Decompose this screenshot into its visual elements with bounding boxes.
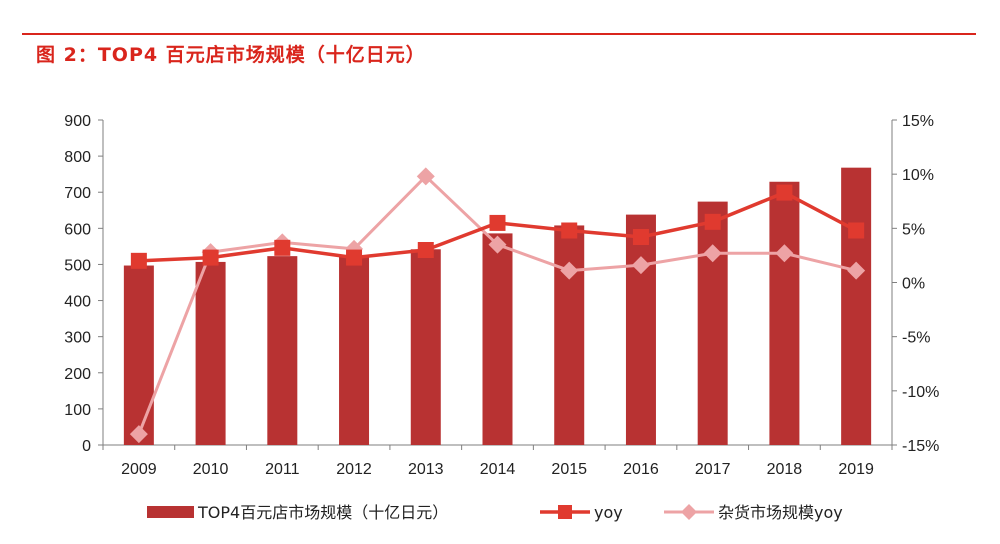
- legend: TOP4百元店市场规模（十亿日元） yoy 杂货市场规模yoy: [147, 503, 843, 522]
- x-tick-label: 2009: [121, 461, 157, 478]
- legend-label-general-goods: 杂货市场规模yoy: [718, 503, 843, 522]
- general-goods-yoy-point: [560, 261, 579, 280]
- x-tick-label: 2013: [408, 461, 444, 478]
- left-tick-label: 800: [64, 149, 91, 166]
- legend-swatch-general-goods-marker: [681, 504, 697, 520]
- bar: [339, 255, 370, 445]
- yoy-point: [776, 184, 793, 201]
- x-tick-label: 2011: [265, 461, 300, 478]
- x-tick-label: 2016: [623, 461, 659, 478]
- legend-swatch-yoy-marker: [558, 505, 572, 519]
- left-tick-label: 600: [64, 221, 91, 238]
- yoy-point: [561, 222, 578, 239]
- bar-series: [123, 167, 872, 445]
- yoy-point: [632, 229, 649, 245]
- x-tick-label: 2018: [767, 461, 803, 478]
- line-series: [129, 167, 866, 444]
- left-tick-label: 700: [64, 185, 91, 202]
- x-tick-label: 2019: [838, 461, 874, 478]
- left-tick-label: 500: [64, 257, 91, 274]
- yoy-point: [848, 222, 865, 239]
- left-tick-label: 100: [64, 402, 91, 419]
- axes: 0 100 200 300 400 500 600 700 800 900 -15% -10% -5% 0…: [64, 113, 939, 478]
- bar: [410, 249, 441, 445]
- right-tick-label: 0%: [902, 276, 925, 293]
- bar: [769, 181, 800, 445]
- bar: [554, 225, 585, 445]
- bar: [482, 233, 513, 445]
- general-goods-yoy-point: [703, 244, 722, 263]
- general-goods-yoy-point: [631, 256, 650, 275]
- general-goods-yoy-point: [129, 425, 148, 444]
- general-goods-yoy-point: [775, 244, 794, 263]
- x-tick-label: 2017: [695, 461, 731, 478]
- general-goods-yoy-point: [847, 261, 866, 280]
- yoy-point: [704, 213, 721, 230]
- yoy-point: [417, 242, 434, 258]
- legend-label-yoy: yoy: [594, 503, 623, 522]
- yoy-point: [202, 249, 219, 266]
- right-tick-label: -5%: [902, 330, 930, 347]
- bar: [697, 201, 728, 445]
- left-tick-label: 900: [64, 113, 91, 130]
- legend-label-bar: TOP4百元店市场规模（十亿日元）: [197, 503, 448, 522]
- bar: [195, 261, 226, 445]
- bar: [267, 256, 298, 445]
- general-goods-yoy-point: [488, 235, 507, 254]
- chart-title: 图 2：TOP4 百元店市场规模（十亿日元）: [36, 44, 426, 66]
- left-tick-label: 0: [82, 438, 91, 455]
- right-tick-label: 5%: [902, 221, 925, 238]
- x-tick-label: 2012: [336, 461, 372, 478]
- bar: [123, 265, 154, 445]
- yoy-point: [130, 252, 147, 269]
- x-tick-label: 2010: [193, 461, 229, 478]
- yoy-point: [274, 239, 291, 256]
- right-tick-label: 15%: [902, 113, 934, 130]
- right-tick-label: -10%: [902, 384, 939, 401]
- right-tick-label: -15%: [902, 438, 939, 455]
- x-tick-label: 2014: [480, 461, 516, 478]
- right-tick-label: 10%: [902, 167, 934, 184]
- bar: [841, 167, 872, 445]
- x-tick-label: 2015: [551, 461, 587, 478]
- left-tick-label: 400: [64, 294, 91, 311]
- legend-swatch-bar: [147, 506, 194, 518]
- yoy-point: [489, 214, 506, 231]
- title-rule: [22, 33, 976, 35]
- bar: [625, 214, 656, 445]
- left-tick-label: 300: [64, 330, 91, 347]
- general-goods-yoy-point: [416, 167, 435, 186]
- left-tick-label: 200: [64, 366, 91, 383]
- yoy-point: [346, 249, 363, 266]
